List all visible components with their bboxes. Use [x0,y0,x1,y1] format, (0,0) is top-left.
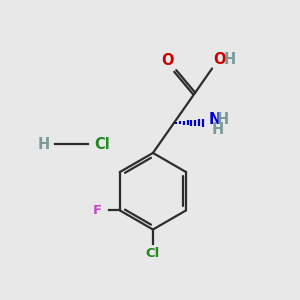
Text: O: O [214,52,226,67]
Text: F: F [93,204,102,217]
Text: Cl: Cl [146,247,160,260]
Text: O: O [161,53,174,68]
Text: H: H [223,52,236,67]
Text: N: N [208,112,221,127]
Text: H: H [212,122,224,137]
Text: Cl: Cl [94,136,110,152]
Text: H: H [38,136,50,152]
Text: H: H [216,112,228,127]
